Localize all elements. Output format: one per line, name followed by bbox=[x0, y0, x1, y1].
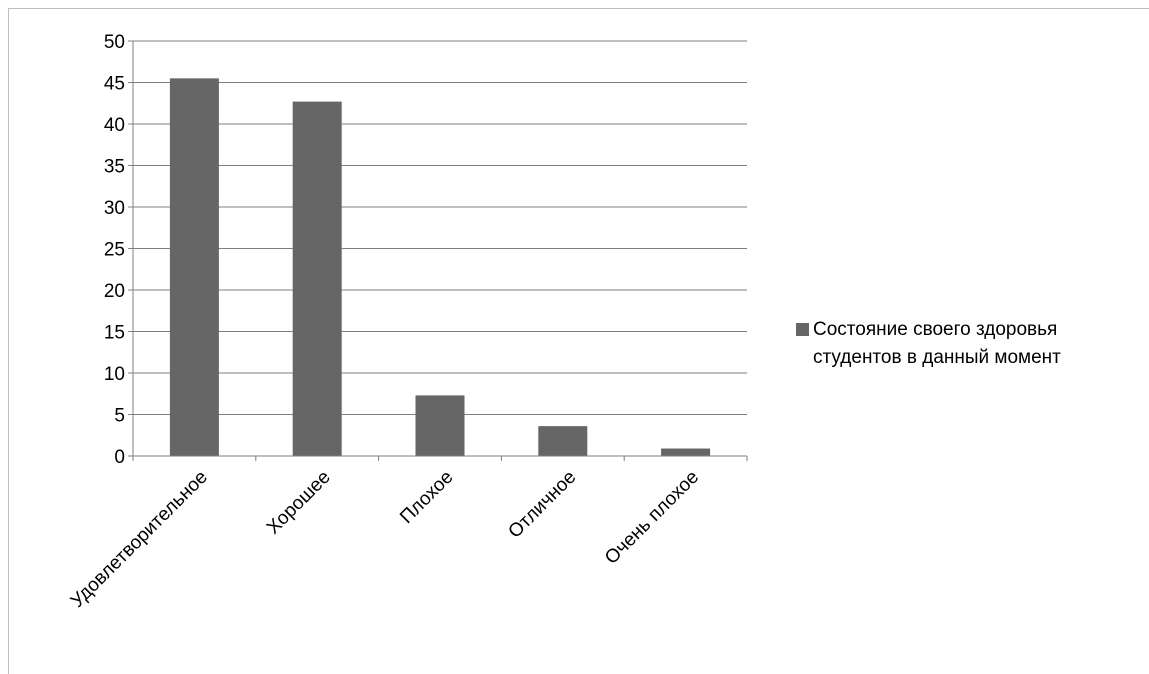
bar bbox=[538, 426, 588, 456]
x-tick-labels: Удовлетворительное Хорошее Плохое Отличное О… bbox=[67, 467, 703, 612]
y-tick-label: 35 bbox=[104, 157, 125, 178]
chart-frame bbox=[8, 8, 1149, 674]
legend-swatch bbox=[796, 323, 809, 336]
x-tick-label: Очень плохое bbox=[601, 467, 703, 569]
axes bbox=[128, 40, 748, 461]
bar bbox=[415, 395, 465, 456]
y-tick-label: 0 bbox=[114, 447, 125, 468]
y-tick-label: 50 bbox=[104, 32, 125, 53]
y-tick-label: 45 bbox=[104, 74, 125, 95]
y-tick-label: 5 bbox=[114, 406, 125, 427]
x-tick-label: Плохое bbox=[396, 467, 457, 528]
y-tick-label: 30 bbox=[104, 198, 125, 219]
x-tick-label: Отличное bbox=[504, 467, 580, 543]
x-tick-label: Удовлетворительное bbox=[67, 467, 212, 612]
y-tick-labels: 0 5 10 15 20 25 30 35 40 45 50 bbox=[104, 32, 125, 468]
bar bbox=[169, 78, 219, 456]
y-tick-label: 10 bbox=[104, 364, 125, 385]
gridlines bbox=[133, 40, 747, 415]
bar bbox=[661, 448, 711, 456]
y-tick-label: 40 bbox=[104, 115, 125, 136]
x-tick-label: Хорошее bbox=[263, 467, 335, 539]
bar bbox=[292, 101, 342, 456]
bars bbox=[169, 78, 711, 456]
y-tick-label: 15 bbox=[104, 323, 125, 344]
y-tick-label: 20 bbox=[104, 281, 125, 302]
legend-label: Состояние своего здоровья студентов в да… bbox=[813, 319, 1061, 368]
y-tick-label: 25 bbox=[104, 240, 125, 261]
